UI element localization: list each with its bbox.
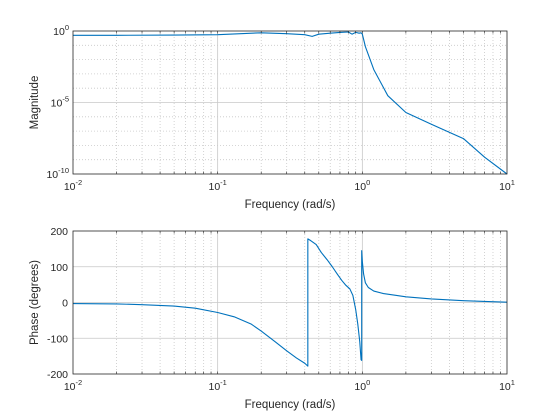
y-grid — [73, 44, 507, 161]
x-tick-label-exponent: 1 — [511, 178, 515, 187]
x-tick-label: 101 — [499, 178, 515, 193]
x-tick-label-exponent: -1 — [220, 178, 227, 187]
y-tick-label-exponent: -5 — [62, 95, 69, 104]
y-axis-label: Phase (degrees) — [29, 260, 41, 345]
x-tick-label: 100 — [354, 178, 370, 193]
y-tick-label-exponent: -10 — [58, 166, 69, 175]
x-tick-label-exponent: -2 — [76, 178, 83, 187]
x-tick-label-base: 10 — [64, 381, 76, 393]
y-tick-label-base: 10 — [46, 169, 58, 181]
x-tick-label: 10-1 — [208, 178, 226, 193]
y-tick-label: 10-10 — [46, 166, 69, 181]
y-tick-label-base: 10 — [53, 26, 65, 38]
y-tick-label: 0 — [62, 298, 68, 310]
x-tick-label-base: 10 — [354, 381, 366, 393]
y-tick-label: 100 — [53, 23, 69, 38]
x-tick-label-exponent: 1 — [511, 378, 515, 387]
x-tick-label-base: 10 — [64, 181, 76, 193]
x-tick-label-base: 10 — [208, 181, 220, 193]
x-axis-label: Frequency (rad/s) — [245, 199, 336, 211]
y-tick-label-exponent: 0 — [65, 23, 69, 32]
series-line — [72, 238, 508, 367]
axes-box — [72, 230, 508, 375]
x-tick-label: 10-2 — [64, 378, 82, 393]
x-tick-label-exponent: 0 — [366, 178, 370, 187]
y-tick-label-base: 10 — [51, 98, 63, 110]
x-tick-label: 10-1 — [208, 378, 226, 393]
y-tick-label: -100 — [47, 333, 68, 345]
x-tick-label-base: 10 — [499, 181, 511, 193]
x-tick-label: 10-2 — [64, 178, 82, 193]
x-ticks — [116, 31, 501, 174]
x-tick-label: 100 — [354, 378, 370, 393]
y-grid — [73, 266, 507, 339]
x-tick-label-base: 10 — [208, 381, 220, 393]
y-axis-label: Magnitude — [29, 76, 41, 130]
x-axis-label: Frequency (rad/s) — [245, 399, 336, 411]
x-tick-label-base: 10 — [354, 181, 366, 193]
axes-box — [72, 30, 508, 175]
y-tick-label: 100 — [50, 262, 68, 274]
x-ticks — [116, 231, 501, 374]
y-tick-label: -200 — [47, 369, 68, 381]
x-tick-label-base: 10 — [499, 381, 511, 393]
x-tick-label-exponent: -1 — [220, 378, 227, 387]
x-tick-label: 101 — [499, 378, 515, 393]
y-tick-label: 200 — [50, 226, 68, 238]
y-tick-label: 10-5 — [51, 95, 69, 110]
x-tick-label-exponent: -2 — [76, 378, 83, 387]
x-tick-label-exponent: 0 — [366, 378, 370, 387]
